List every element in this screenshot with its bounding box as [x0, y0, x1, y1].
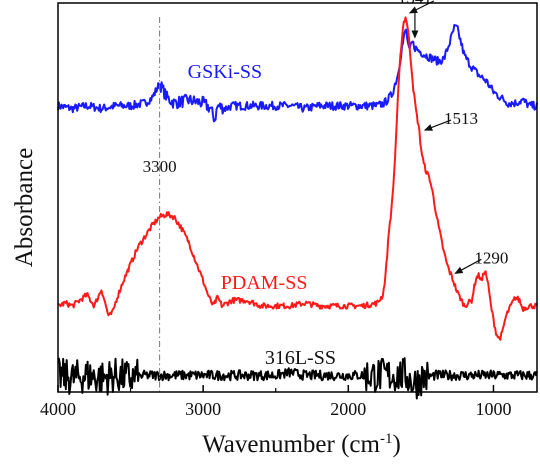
x-axis-label-close: ): [392, 431, 400, 458]
annotation-arrow-1513: [423, 119, 452, 131]
series-line-gski-ss: [57, 24, 538, 123]
x-tick-label-2000: 2000: [330, 399, 366, 419]
x-tick-label-1000: 1000: [475, 399, 511, 419]
x-axis-label: Wavenumber (cm-1): [202, 431, 401, 458]
series-layer: [57, 16, 538, 400]
annotation-label-1603: 1603: [433, 0, 467, 1]
y-axis-label: Absorbance: [11, 148, 38, 267]
annotation-arrow-1290: [454, 258, 482, 274]
x-tick-label-3000: 3000: [185, 399, 221, 419]
annotation-layer: 1541160315131290: [398, 0, 508, 274]
series-label-gski-ss: GSKi-SS: [188, 61, 262, 83]
annotation-label-1513: 1513: [444, 109, 478, 128]
reference-line-label: 3300: [143, 157, 177, 176]
series-line-316l-ss: [57, 357, 538, 400]
annotation-label-1290: 1290: [474, 248, 508, 267]
x-axis-label-main: Wavenumber (cm: [202, 431, 380, 458]
x-axis-label-superscript: -1: [380, 431, 393, 447]
series-line-pdam-ss: [57, 16, 538, 341]
x-axis-ticks: 4000 3000 2000 1000: [40, 385, 511, 419]
x-tick-label-4000: 4000: [40, 399, 76, 419]
series-label-layer: GSKi-SS PDAM-SS 316L-SS: [188, 61, 336, 369]
plot-frame: [57, 2, 538, 393]
series-label-pdam-ss: PDAM-SS: [221, 272, 308, 294]
series-label-316l-ss: 316L-SS: [265, 347, 336, 369]
